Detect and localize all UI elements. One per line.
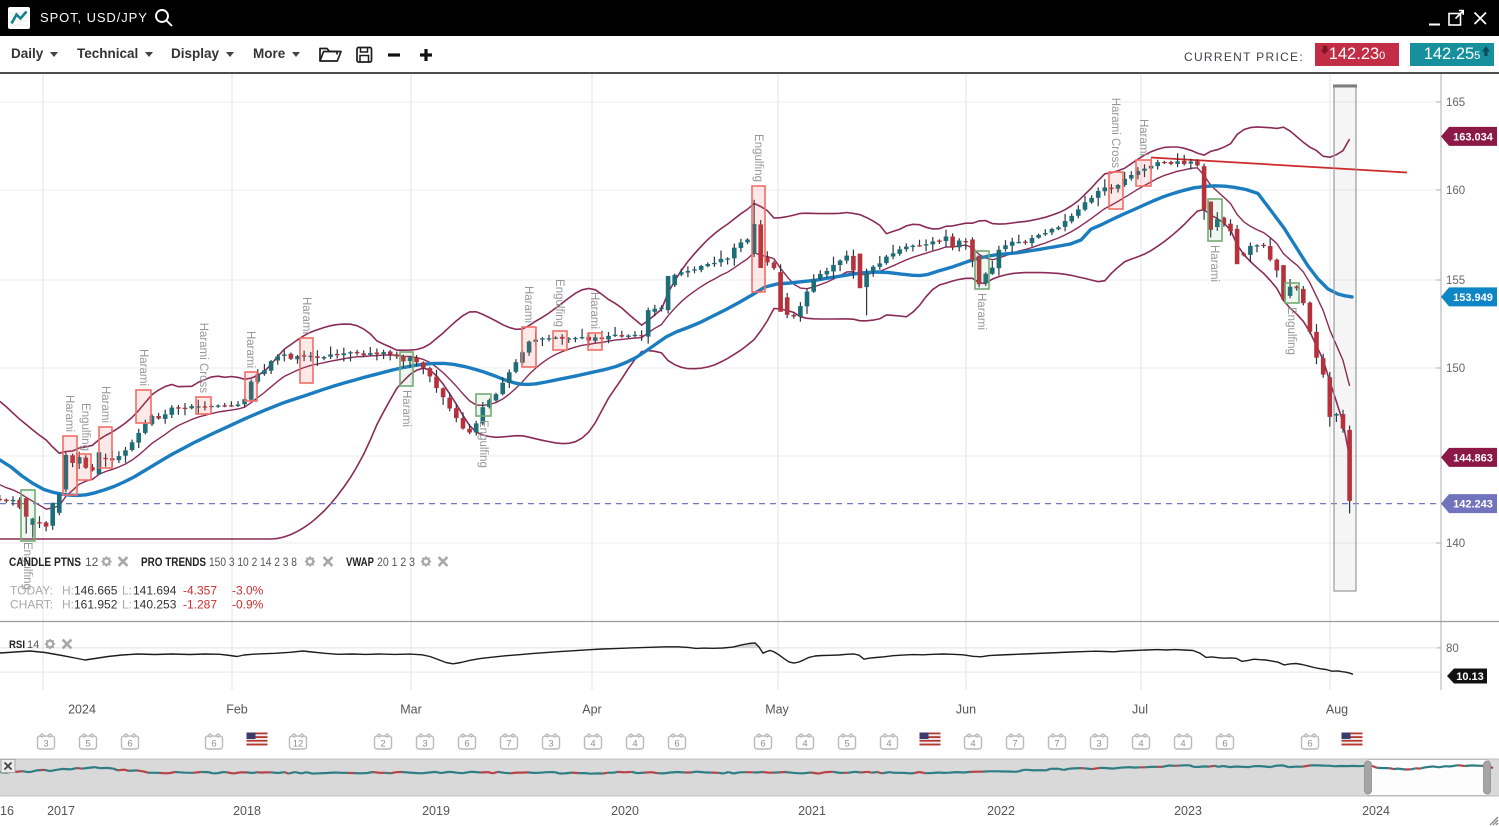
svg-text:Harami: Harami	[99, 386, 111, 423]
svg-text:2021: 2021	[798, 804, 826, 818]
svg-text:Engulfing: Engulfing	[1285, 307, 1297, 355]
svg-text:May: May	[765, 703, 789, 717]
svg-text:4: 4	[1138, 739, 1143, 750]
svg-text:140: 140	[1446, 538, 1465, 550]
svg-text:16: 16	[0, 804, 14, 818]
svg-text:RSI: RSI	[9, 639, 25, 651]
svg-text:Feb: Feb	[226, 703, 248, 717]
svg-text:2024: 2024	[68, 703, 96, 717]
svg-text:Harami Cross: Harami Cross	[1109, 98, 1121, 169]
svg-text:153.949: 153.949	[1453, 292, 1493, 304]
svg-text:20 1 2 3: 20 1 2 3	[377, 555, 415, 569]
svg-text:14: 14	[27, 639, 39, 651]
svg-text:Harami Cross: Harami Cross	[197, 323, 209, 394]
svg-text:Engulfing: Engulfing	[21, 542, 33, 590]
svg-text:5: 5	[844, 739, 849, 750]
svg-text:2020: 2020	[611, 804, 639, 818]
svg-text:2: 2	[380, 739, 385, 750]
svg-text:4: 4	[886, 739, 891, 750]
svg-text:Harami: Harami	[400, 390, 412, 427]
svg-text:Harami: Harami	[63, 395, 75, 432]
svg-text:165: 165	[1446, 97, 1465, 109]
svg-text:Aug: Aug	[1326, 703, 1348, 717]
svg-text:6: 6	[1307, 739, 1312, 750]
svg-text:Harami: Harami	[300, 297, 312, 334]
svg-text:Harami: Harami	[1208, 245, 1220, 282]
svg-text:Engulfing: Engulfing	[79, 403, 91, 451]
svg-text:Harami: Harami	[1137, 119, 1149, 156]
svg-text:4: 4	[632, 739, 637, 750]
svg-text:160: 160	[1446, 185, 1465, 197]
svg-text:2018: 2018	[233, 804, 261, 818]
svg-text:2024: 2024	[1362, 804, 1390, 818]
svg-text:4: 4	[590, 739, 595, 750]
svg-text:CANDLE PTNS: CANDLE PTNS	[9, 555, 81, 569]
svg-text:Apr: Apr	[582, 703, 601, 717]
svg-text:2019: 2019	[422, 804, 450, 818]
svg-text:80: 80	[1446, 643, 1459, 655]
svg-text:6: 6	[1222, 739, 1227, 750]
svg-text:PRO TRENDS: PRO TRENDS	[141, 555, 206, 569]
svg-text:2023: 2023	[1174, 804, 1202, 818]
svg-text:Engulfing: Engulfing	[553, 279, 565, 327]
svg-text:3: 3	[1096, 739, 1101, 750]
svg-text:142.243: 142.243	[1453, 499, 1493, 511]
svg-text:2022: 2022	[987, 804, 1015, 818]
svg-text:150 3 10 2 14 2 3 8: 150 3 10 2 14 2 3 8	[209, 555, 297, 569]
svg-text:12: 12	[293, 739, 304, 750]
svg-text:5: 5	[85, 739, 90, 750]
svg-text:144.863: 144.863	[1453, 452, 1493, 464]
svg-text:6: 6	[674, 739, 679, 750]
svg-text:7: 7	[1054, 739, 1059, 750]
svg-text:4: 4	[802, 739, 807, 750]
svg-text:3: 3	[43, 739, 48, 750]
svg-text:6: 6	[211, 739, 216, 750]
svg-text:3: 3	[548, 739, 553, 750]
svg-text:Engulfing: Engulfing	[752, 134, 764, 182]
svg-text:2017: 2017	[47, 804, 75, 818]
svg-text:Engulfing: Engulfing	[477, 420, 489, 468]
svg-text:Jun: Jun	[956, 703, 976, 717]
svg-text:12: 12	[85, 555, 99, 569]
svg-text:10.13: 10.13	[1456, 671, 1484, 683]
svg-text:7: 7	[506, 739, 511, 750]
svg-text:Harami: Harami	[522, 286, 534, 323]
svg-text:Harami: Harami	[244, 331, 256, 368]
svg-text:Harami: Harami	[975, 293, 987, 330]
svg-text:6: 6	[127, 739, 132, 750]
svg-text:163.034: 163.034	[1453, 131, 1494, 143]
svg-text:4: 4	[970, 739, 975, 750]
svg-text:3: 3	[422, 739, 427, 750]
svg-text:7: 7	[1012, 739, 1017, 750]
svg-text:155: 155	[1446, 275, 1465, 287]
svg-text:VWAP: VWAP	[346, 555, 374, 569]
svg-text:Jul: Jul	[1132, 703, 1148, 717]
svg-text:6: 6	[760, 739, 765, 750]
svg-text:4: 4	[1180, 739, 1185, 750]
svg-text:Harami: Harami	[588, 292, 600, 329]
svg-text:Harami: Harami	[137, 349, 149, 386]
svg-text:150: 150	[1446, 363, 1465, 375]
svg-text:6: 6	[464, 739, 469, 750]
svg-text:Mar: Mar	[400, 703, 422, 717]
